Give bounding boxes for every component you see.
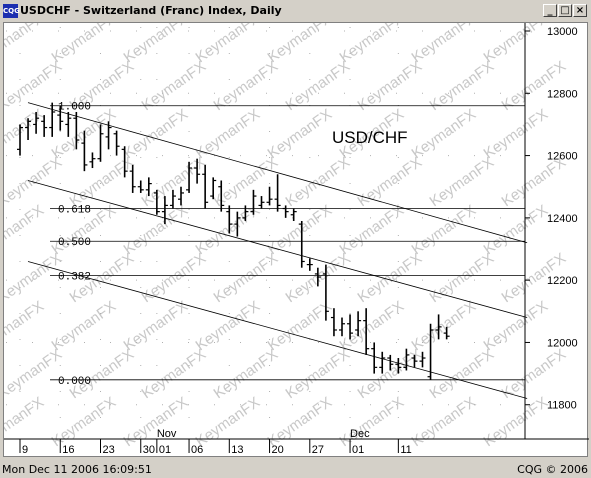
date-tick-label: 06 — [191, 444, 203, 456]
watermark-text: KeymanFX — [121, 394, 192, 450]
minimize-button[interactable]: _ — [543, 4, 557, 17]
watermark-text: KeymanFX — [4, 106, 47, 162]
date-tick-label: 16 — [62, 444, 74, 456]
date-tick-label: 11 — [400, 444, 411, 456]
watermark-text: KeymanFX — [193, 23, 264, 66]
watermark-text: KeymanFX — [139, 250, 210, 306]
date-tick-label: 13 — [231, 444, 243, 456]
close-button[interactable]: × — [573, 4, 587, 17]
fib-level-label: 0.382 — [58, 271, 91, 283]
watermark-text: KeymanFX — [193, 298, 264, 354]
watermark-text: KeymanFX — [211, 346, 282, 402]
watermark-text: KeymanFX — [283, 154, 354, 210]
watermark-text: KeymanFX — [481, 106, 552, 162]
watermark-text: KeymanFX — [193, 106, 264, 162]
watermark-text: KeymanFX — [49, 23, 120, 66]
watermark-text: KeymanFX — [4, 23, 47, 66]
watermark-text: KeymanFX — [49, 394, 120, 450]
watermark-text: KeymanFX — [193, 202, 264, 258]
price-tick-label: 13000 — [547, 26, 578, 38]
price-tick-label: 12000 — [547, 337, 578, 349]
watermark-text: KeymanFX — [355, 154, 426, 210]
watermark-text: KeymanFX — [211, 250, 282, 306]
watermark-text: KeymanFX — [409, 298, 480, 354]
price-tick-label: 12600 — [547, 151, 578, 163]
month-label: Dec — [350, 428, 370, 440]
time-axis[interactable]: 9 16 23 30 01 06 13 20 27 01 11 Nov Dec — [19, 428, 412, 456]
watermark-text: KeymanFX — [409, 394, 480, 450]
watermark-text: KeymanFX — [481, 23, 552, 66]
watermark-text: KeymanFX — [427, 250, 498, 306]
title-bar[interactable]: CQG USDCHF - Switzerland (Franc) Index, … — [0, 0, 591, 22]
chart-area[interactable]: KeymanFX KeymanFX KeymanFX KeymanFX KeymanFX… — [3, 22, 591, 475]
watermark-text: KeymanFX — [409, 23, 480, 66]
price-bars — [17, 102, 450, 380]
watermark-text: KeymanFX — [481, 298, 552, 354]
watermark-text: KeymanFX — [4, 346, 65, 402]
price-axis[interactable]: 13000 12800 12600 12400 12200 12000 11800 — [525, 26, 578, 412]
fib-level-label: 0.000 — [58, 376, 91, 388]
window-title: USDCHF - Switzerland (Franc) Index, Dail… — [20, 4, 282, 17]
date-tick-label: 9 — [22, 444, 28, 456]
maximize-button[interactable]: □ — [558, 4, 572, 17]
watermark-text: KeymanFX — [139, 346, 210, 402]
watermark-text: KeymanFX — [265, 106, 336, 162]
date-tick-label: 23 — [103, 444, 115, 456]
price-tick-label: 12400 — [547, 213, 578, 225]
watermark-text: KeymanFX — [121, 298, 192, 354]
month-label: Nov — [157, 428, 177, 440]
watermark-text: KeymanFX — [355, 250, 426, 306]
price-tick-label: 12200 — [547, 275, 578, 287]
watermark-text: KeymanFX — [67, 346, 138, 402]
grid-layer — [6, 27, 501, 418]
price-chart[interactable]: KeymanFX KeymanFX KeymanFX KeymanFX KeymanFX… — [4, 23, 589, 458]
channel-line — [27, 102, 528, 244]
watermark-text: KeymanFX — [265, 394, 336, 450]
watermark-text: KeymanFX — [409, 202, 480, 258]
channel-line — [27, 261, 528, 399]
watermark-text: KeymanFX — [481, 394, 552, 450]
fib-level-label: 0.618 — [58, 205, 91, 217]
watermark-text: KeymanFX — [121, 23, 192, 66]
price-tick-label: 11800 — [547, 400, 577, 412]
watermark-text: KeymanFX — [4, 250, 65, 306]
status-bar: Mon Dec 11 2006 16:09:51 CQG © 2006 — [0, 460, 591, 478]
watermark-text: KeymanFX — [337, 298, 408, 354]
date-tick-label: 20 — [272, 444, 284, 456]
watermark-text: KeymanFX — [4, 202, 47, 258]
chart-annotation: USD/CHF — [332, 128, 408, 147]
watermark-text: KeymanFX — [4, 298, 47, 354]
watermark-text: KeymanFX — [337, 202, 408, 258]
date-tick-label: 30 — [143, 444, 155, 456]
watermark-text: KeymanFX — [121, 106, 192, 162]
price-tick-label: 12800 — [547, 88, 578, 100]
date-tick-label: 01 — [159, 444, 171, 456]
watermark-text: KeymanFX — [49, 298, 120, 354]
watermark-text: KeymanFX — [409, 106, 480, 162]
fib-level-label: 0.500 — [58, 237, 91, 249]
watermark-text: KeymanFX — [265, 298, 336, 354]
status-copyright: CQG © 2006 — [517, 463, 588, 476]
watermark-text: KeymanFX — [481, 202, 552, 258]
watermark-text: KeymanFX — [193, 394, 264, 450]
watermark-text: KeymanFX — [283, 346, 354, 402]
watermark-text: KeymanFX — [337, 23, 408, 66]
date-tick-label: 27 — [312, 444, 324, 456]
date-tick-label: 01 — [352, 444, 364, 456]
status-timestamp: Mon Dec 11 2006 16:09:51 — [2, 463, 152, 476]
watermark-text: KeymanFX — [337, 394, 408, 450]
watermark-text: KeymanFX — [265, 202, 336, 258]
channel-line — [27, 180, 528, 318]
watermark-text: KeymanFX — [427, 154, 498, 210]
fib-level-label: 1.000 — [58, 102, 91, 114]
channel-lines — [27, 102, 528, 399]
cqg-app-icon[interactable]: CQG — [3, 4, 20, 18]
watermark-text: KeymanFX — [4, 394, 47, 450]
watermark-text: KeymanFX — [121, 202, 192, 258]
watermark-text: KeymanFX — [67, 154, 138, 210]
watermark-text: KeymanFX — [265, 23, 336, 66]
